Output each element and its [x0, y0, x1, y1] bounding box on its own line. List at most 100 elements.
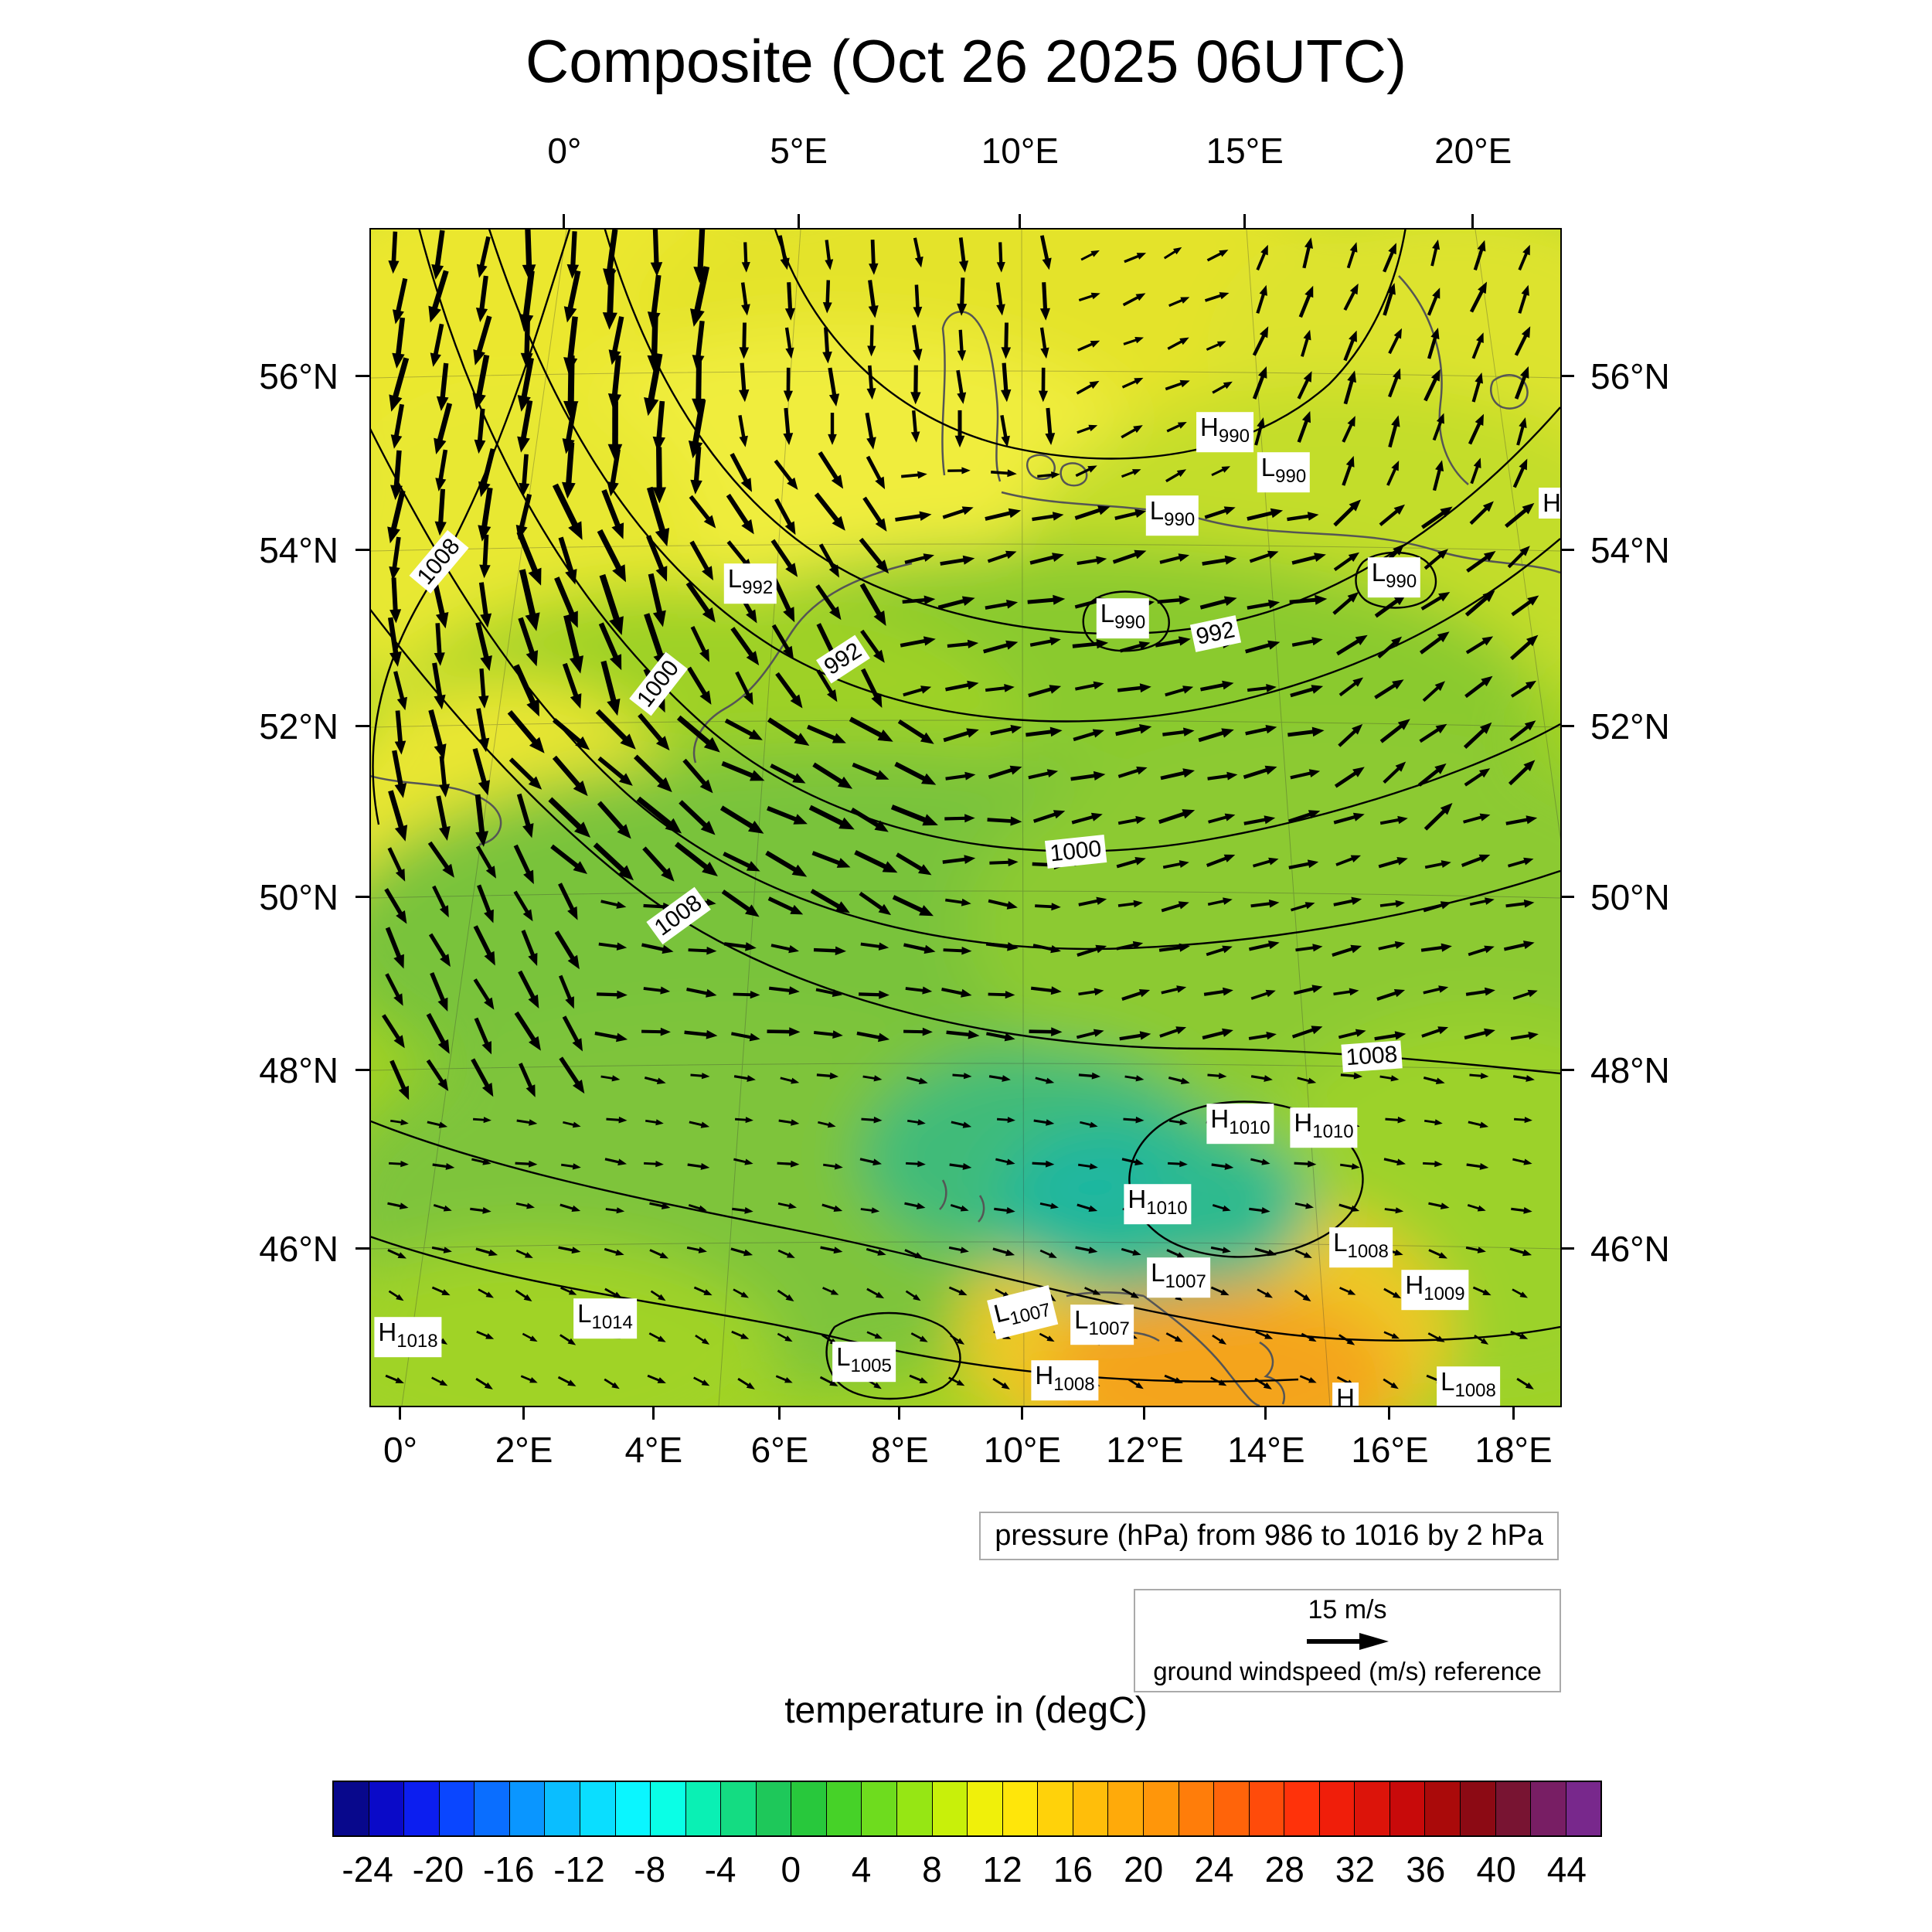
axis-tick-mark — [1560, 896, 1574, 899]
pressure-center-marker: L1007 — [1070, 1304, 1134, 1345]
bottom-axis-label: 0° — [383, 1430, 417, 1470]
bottom-axis-label: 4°E — [624, 1430, 683, 1470]
left-axis-label: 52°N — [259, 706, 338, 747]
axis-tick-mark — [563, 214, 566, 228]
pressure-center-marker: L1007 — [1147, 1257, 1210, 1298]
pressure-center-marker: L990 — [1096, 598, 1150, 638]
colorbar-cell — [474, 1782, 510, 1835]
top-axis-label: 15°E — [1206, 131, 1284, 171]
pressure-center-marker: H1008 — [1031, 1360, 1099, 1400]
map-frame: 1008 992 992 1000 1000 1008 1008 L992 L990 H990 L9… — [369, 228, 1562, 1407]
colorbar-cell — [1073, 1782, 1109, 1835]
left-axis-label: 46°N — [259, 1229, 338, 1270]
top-axis-label: 0° — [547, 131, 582, 171]
colorbar-cell — [369, 1782, 405, 1835]
pressure-center-marker: L1007 — [987, 1285, 1058, 1339]
right-axis-label: 56°N — [1590, 355, 1670, 396]
colorbar-tick-label: 44 — [1546, 1849, 1587, 1889]
axis-tick-mark — [1471, 214, 1475, 228]
colorbar-cell — [1425, 1782, 1461, 1835]
colorbar-cell — [404, 1782, 440, 1835]
axis-tick-mark — [522, 1406, 526, 1420]
pressure-center-marker: H — [1332, 1383, 1359, 1406]
axis-tick-mark — [355, 896, 369, 899]
axis-tick-mark — [777, 1406, 781, 1420]
colorbar-cell — [334, 1782, 369, 1835]
colorbar-cell — [545, 1782, 580, 1835]
colorbar-cell — [1108, 1782, 1144, 1835]
bottom-axis-label: 8°E — [871, 1430, 929, 1470]
colorbar-tick-label: 40 — [1476, 1849, 1516, 1889]
left-axis-label: 50°N — [259, 877, 338, 918]
colorbar-cell — [1143, 1782, 1179, 1835]
pressure-center-marker: H1010 — [1124, 1184, 1192, 1224]
colorbar-tick-label: -12 — [553, 1849, 605, 1889]
colorbar-tick-label: 32 — [1335, 1849, 1376, 1889]
colorbar-tick-label: 4 — [851, 1849, 872, 1889]
bottom-axis-label: 16°E — [1351, 1430, 1429, 1470]
colorbar-tick-label: -24 — [342, 1849, 393, 1889]
wind-reference-speed: 15 m/s — [1308, 1595, 1387, 1624]
colorbar-title: temperature in (degC) — [784, 1690, 1148, 1731]
isobar-value-label: 1000 — [1044, 835, 1107, 869]
colorbar-tick-label: 24 — [1194, 1849, 1234, 1889]
top-axis-label: 20°E — [1434, 131, 1512, 171]
axis-tick-mark — [1560, 374, 1574, 377]
axis-tick-mark — [1560, 725, 1574, 728]
colorbar-cell — [1038, 1782, 1073, 1835]
colorbar-cell — [1249, 1782, 1285, 1835]
colorbar-cell — [1389, 1782, 1426, 1835]
colorbar-tick-label: 8 — [922, 1849, 942, 1889]
colorbar-tick-label: -16 — [482, 1849, 535, 1889]
colorbar-tick-label: -8 — [634, 1849, 666, 1889]
axis-tick-mark — [1264, 1406, 1267, 1420]
axis-tick-mark — [355, 725, 369, 728]
colorbar-cell — [932, 1782, 968, 1835]
colorbar-cell — [1566, 1782, 1601, 1835]
right-axis-label: 50°N — [1590, 877, 1670, 918]
axis-tick-mark — [1512, 1406, 1515, 1420]
pressure-center-marker: L990 — [1145, 495, 1199, 536]
pressure-center-marker: H1018 — [374, 1317, 442, 1357]
colorbar-tick-label: 36 — [1406, 1849, 1446, 1889]
pressure-center-marker: L1008 — [1437, 1366, 1500, 1406]
axis-tick-mark — [1018, 214, 1021, 228]
colorbar-cell — [791, 1782, 827, 1835]
colorbar-cell — [897, 1782, 933, 1835]
axis-tick-mark — [1143, 1406, 1146, 1420]
temperature-colorbar — [332, 1781, 1602, 1837]
axis-tick-mark — [355, 374, 369, 377]
pressure-center-marker: L990 — [1257, 452, 1311, 492]
isobar-value-label: 1000 — [629, 651, 688, 716]
axis-tick-mark — [1020, 1406, 1023, 1420]
axis-tick-mark — [1560, 1068, 1574, 1071]
right-axis-label: 46°N — [1590, 1229, 1670, 1270]
left-axis-label: 56°N — [259, 355, 338, 396]
colorbar-cell — [1461, 1782, 1496, 1835]
pressure-center-marker: H1010 — [1206, 1104, 1274, 1144]
pressure-center-marker: H — [1539, 488, 1560, 519]
axis-tick-mark — [797, 214, 800, 228]
colorbar-tick-label: -4 — [704, 1849, 736, 1889]
colorbar-cell — [1002, 1782, 1039, 1835]
pressure-center-marker: L1014 — [573, 1298, 637, 1338]
axis-tick-mark — [355, 1247, 369, 1250]
colorbar-cell — [580, 1782, 616, 1835]
colorbar-cell — [1495, 1782, 1532, 1835]
bottom-axis-label: 18°E — [1475, 1430, 1553, 1470]
pressure-center-marker: H990 — [1196, 412, 1253, 452]
colorbar-cell — [826, 1782, 862, 1835]
right-axis-label: 52°N — [1590, 706, 1670, 747]
colorbar-tick-label: 12 — [982, 1849, 1022, 1889]
top-axis-label: 10°E — [981, 131, 1059, 171]
bottom-axis-label: 6°E — [750, 1430, 809, 1470]
colorbar-tick-label: 0 — [781, 1849, 801, 1889]
wind-reference-legend: 15 m/s ground windspeed (m/s) reference — [1134, 1589, 1561, 1692]
colorbar-tick-label: 20 — [1124, 1849, 1164, 1889]
left-axis-label: 54°N — [259, 530, 338, 571]
colorbar-cell — [651, 1782, 686, 1835]
wind-reference-arrow-icon — [1306, 1632, 1389, 1650]
page-title: Composite (Oct 26 2025 06UTC) — [525, 27, 1407, 95]
wind-reference-caption: ground windspeed (m/s) reference — [1153, 1657, 1542, 1685]
